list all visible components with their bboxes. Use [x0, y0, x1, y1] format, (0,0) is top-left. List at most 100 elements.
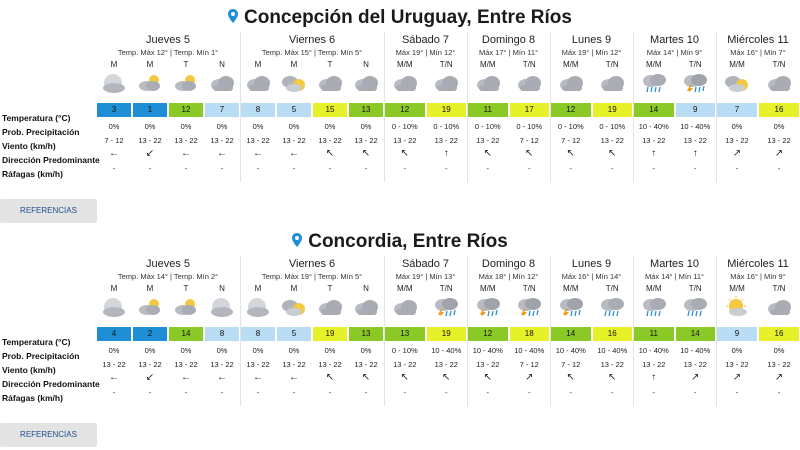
period-column: N 8 0% 13 - 22 ← - [204, 256, 240, 406]
wind-value: 13 - 22 [210, 136, 234, 145]
gusts-value: - [735, 388, 739, 397]
period-label: M [290, 284, 298, 293]
gusts-value: - [364, 388, 368, 397]
gusts-value: - [445, 388, 448, 397]
period-label: T [183, 60, 189, 69]
period-column: M 5 0% 13 - 22 ← - [276, 256, 312, 406]
rain-icon [640, 296, 668, 318]
wind-value: 13 - 22 [434, 136, 458, 145]
precip-value: 0 - 10% [599, 122, 626, 131]
temperature-cell: 14 [675, 327, 715, 341]
day-name: Jueves 5 [145, 258, 191, 270]
row-label-temperature: Temperatura (°C) [2, 113, 71, 123]
temperature-cell: 5 [277, 103, 311, 117]
gusts-value: - [735, 164, 739, 173]
cloudy-icon [244, 72, 272, 94]
temperature-cell: 5 [277, 327, 311, 341]
gusts-value: - [486, 164, 490, 173]
temperature-cell: 3 [97, 103, 131, 117]
map-pin-icon [228, 6, 238, 30]
forecast-section-concepcion: Concepción del Uruguay, Entre Ríos Jueves… [0, 6, 800, 226]
period-label: T/N [522, 60, 536, 69]
period-column: T/N 17 0 - 10% 7 - 12 ↖ - [509, 32, 551, 182]
gusts-value: - [328, 164, 332, 173]
day-separator [716, 256, 717, 406]
precip-value: 0% [108, 346, 120, 355]
wind-value: 13 - 22 [767, 136, 791, 145]
period-label: M/M [729, 60, 745, 69]
day-separator [633, 32, 634, 182]
precip-value: 10 - 40% [680, 346, 711, 355]
gusts-value: - [528, 164, 531, 173]
day-column: Jueves 5 Temp. Máx 12° | Temp. Mín 1° M 3 0%… [96, 32, 240, 182]
period-column: T/N 16 10 - 40% 13 - 22 ↖ - [592, 256, 634, 406]
wind-direction-arrow-icon: ↖ [400, 372, 409, 383]
gusts-value: - [486, 388, 490, 397]
storm-icon [515, 296, 543, 318]
gusts-value: - [445, 164, 448, 173]
gusts-value: - [184, 164, 188, 173]
period-label: M [290, 60, 298, 69]
gusts-value: - [569, 388, 573, 397]
day-separator [240, 32, 241, 182]
wind-direction-arrow-icon: ↗ [732, 148, 742, 159]
wind-value: 13 - 22 [282, 360, 306, 369]
wind-direction-arrow-icon: ↑ [651, 148, 657, 159]
precip-value: 10 - 40% [472, 346, 503, 355]
temperature-cell: 19 [592, 103, 632, 117]
wind-direction-arrow-icon: ↖ [483, 148, 492, 159]
temperature-cell: 4 [97, 327, 131, 341]
row-label-precip: Prob. Precipitación [2, 127, 80, 137]
period-label: N [219, 60, 225, 69]
wind-value: 13 - 22 [210, 360, 234, 369]
day-column: Viernes 6 Temp. Máx 19° | Temp. Mín 5° M 8 0… [240, 256, 384, 406]
temperature-cell: 16 [759, 103, 799, 117]
day-max-min: Temp. Máx 14° | Temp. Mín 2° [117, 272, 219, 281]
day-column: Sábado 7 Máx 19° | Mín 12° M/M 12 0 - 10% 13 … [384, 32, 467, 182]
rain-icon [640, 72, 668, 94]
day-separator [240, 256, 241, 406]
gusts-value: - [611, 164, 614, 173]
moon-cloud-icon [100, 296, 128, 318]
temperature-cell: 13 [349, 327, 383, 341]
gusts-value: - [569, 164, 573, 173]
forecast-grid: Jueves 5 Temp. Máx 12° | Temp. Mín 1° M 3 0%… [96, 32, 800, 182]
wind-value: 13 - 22 [683, 360, 707, 369]
precip-value: 0 - 10% [433, 122, 460, 131]
rain-icon [598, 296, 626, 318]
gusts-value: - [292, 164, 296, 173]
sunny-cloud-icon [723, 296, 751, 318]
day-max-min: Máx 14° | Mín 11° [644, 272, 705, 281]
period-column: M/M 14 10 - 40% 13 - 22 ↑ - [633, 32, 675, 182]
day-name: Martes 10 [650, 258, 699, 270]
wind-value: 13 - 22 [642, 136, 666, 145]
period-column: N 7 0% 13 - 22 ← - [204, 32, 240, 182]
referencias-button[interactable]: REFERENCIAS [0, 199, 97, 223]
precip-value: 0 - 10% [474, 122, 501, 131]
temperature-cell: 7 [205, 103, 239, 117]
gusts-value: - [652, 388, 656, 397]
precip-value: 0% [216, 122, 228, 131]
day-column: Lunes 9 Máx 16° | Mín 14° M/M 14 10 - 40% 7 -… [550, 256, 633, 406]
wind-direction-arrow-icon: ↖ [483, 372, 492, 383]
wind-value: 13 - 22 [476, 136, 500, 145]
period-label: T [327, 284, 333, 293]
day-column: Domingo 8 Máx 18° | Mín 12° M/M 12 10 - 40% 1… [467, 256, 550, 406]
cloudy-icon [316, 296, 344, 318]
temperature-cell: 12 [385, 103, 425, 117]
precip-value: 0 - 10% [557, 122, 584, 131]
wind-direction-arrow-icon: ↗ [525, 372, 534, 383]
row-label-wind: Viento (km/h) [2, 141, 56, 151]
period-column: M/M 12 0 - 10% 7 - 12 ↖ - [550, 32, 592, 182]
wind-direction-arrow-icon: ↖ [361, 372, 371, 383]
partly-sunny-icon [136, 296, 164, 318]
day-separator [550, 256, 551, 406]
precip-value: 10 - 40% [638, 346, 669, 355]
temperature-cell: 19 [426, 327, 466, 341]
period-label: M/M [479, 60, 496, 69]
gusts-value: - [652, 164, 656, 173]
storm-icon [474, 296, 502, 318]
day-column: Miércoles 11 Máx 16° | Mín 7° M/M 7 0% 13 - 2… [716, 32, 800, 182]
day-column: Viernes 6 Temp. Máx 15° | Temp. Mín 5° M 8 0… [240, 32, 384, 182]
referencias-button[interactable]: REFERENCIAS [0, 423, 97, 447]
